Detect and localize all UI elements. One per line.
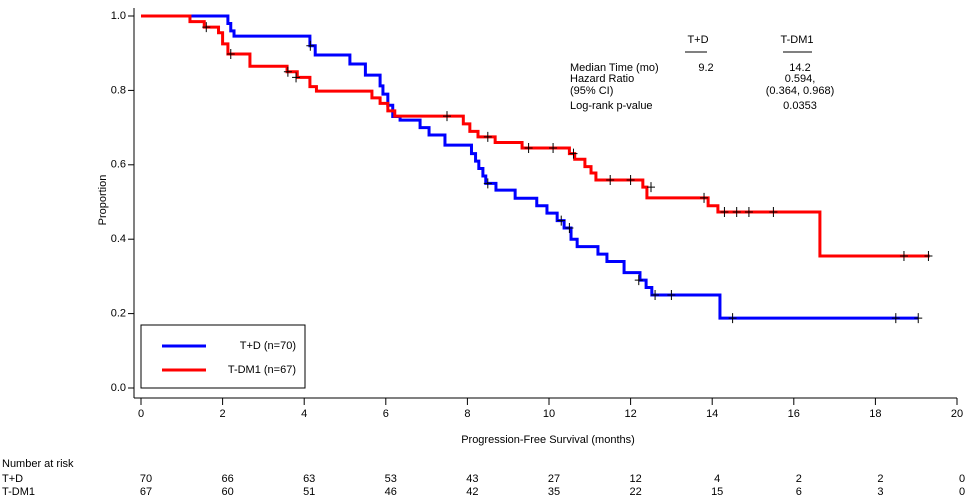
stat-label: Log-rank p-value bbox=[570, 100, 653, 112]
risk-value: 2 bbox=[796, 473, 802, 485]
censor-mark bbox=[651, 290, 660, 300]
stat-header: T+D bbox=[687, 34, 708, 46]
risk-label: T-DM1 bbox=[2, 486, 35, 498]
x-tick-label: 6 bbox=[383, 408, 389, 420]
risk-value: 15 bbox=[711, 486, 723, 498]
y-tick-label: 0.8 bbox=[111, 84, 126, 96]
censor-mark bbox=[549, 143, 558, 154]
censor-mark bbox=[769, 207, 778, 218]
stat-value: 14.2 bbox=[789, 62, 810, 74]
risk-value: 42 bbox=[466, 486, 478, 498]
stat-header: T-DM1 bbox=[781, 34, 814, 46]
censor-mark bbox=[914, 313, 923, 324]
y-tick-label: 0.6 bbox=[111, 159, 126, 171]
stat-label: Hazard Ratio bbox=[570, 73, 634, 85]
y-tick-label: 0.2 bbox=[111, 308, 126, 320]
survival-curve bbox=[141, 14, 919, 320]
risk-value: 46 bbox=[385, 486, 397, 498]
x-tick-label: 2 bbox=[220, 408, 226, 420]
censor-mark bbox=[891, 313, 900, 324]
censor-mark bbox=[647, 182, 655, 193]
risk-value: 2 bbox=[877, 473, 883, 485]
stat-value: 0.0353 bbox=[783, 100, 817, 112]
y-tick-label: 0.0 bbox=[111, 382, 126, 394]
x-tick-label: 8 bbox=[464, 408, 470, 420]
risk-value: 0 bbox=[959, 473, 965, 485]
censor-mark bbox=[483, 131, 492, 142]
stat-label: Median Time (mo) bbox=[570, 62, 659, 74]
censor-mark bbox=[924, 250, 933, 261]
stat-value: (0.364, 0.968) bbox=[766, 85, 835, 97]
risk-value: 67 bbox=[140, 486, 152, 498]
censor-mark bbox=[700, 192, 709, 203]
x-tick-label: 0 bbox=[138, 408, 144, 420]
risk-value: 51 bbox=[303, 486, 315, 498]
x-tick-label: 4 bbox=[301, 408, 307, 420]
censor-mark bbox=[565, 223, 574, 234]
legend-box bbox=[140, 324, 306, 389]
risk-value: 6 bbox=[796, 486, 802, 498]
censor-mark bbox=[483, 178, 492, 189]
censor-mark bbox=[524, 143, 533, 154]
x-tick-label: 14 bbox=[706, 408, 718, 420]
censor-mark bbox=[720, 207, 729, 218]
risk-title: Number at risk bbox=[2, 458, 74, 470]
censor-mark bbox=[569, 148, 578, 159]
censor-mark bbox=[283, 66, 292, 77]
risk-value: 66 bbox=[221, 473, 233, 485]
legend-label: T+D (n=70) bbox=[240, 340, 296, 352]
x-tick-label: 12 bbox=[624, 408, 636, 420]
risk-value: 3 bbox=[877, 486, 883, 498]
censor-mark bbox=[728, 313, 737, 324]
censor-mark bbox=[226, 48, 235, 59]
x-tick-label: 16 bbox=[788, 408, 800, 420]
censor-mark bbox=[667, 290, 676, 300]
risk-value: 22 bbox=[629, 486, 641, 498]
y-tick-label: 0.4 bbox=[111, 233, 126, 245]
risk-value: 60 bbox=[221, 486, 233, 498]
survival-curve bbox=[141, 14, 930, 258]
risk-value: 4 bbox=[714, 473, 720, 485]
censor-mark bbox=[306, 40, 315, 51]
x-tick-label: 20 bbox=[951, 408, 963, 420]
censor-mark bbox=[732, 207, 741, 218]
censor-mark bbox=[292, 72, 301, 83]
risk-value: 43 bbox=[466, 473, 478, 485]
risk-value: 0 bbox=[959, 486, 965, 498]
x-tick-label: 18 bbox=[869, 408, 881, 420]
legend-label: T-DM1 (n=67) bbox=[228, 364, 296, 376]
y-tick-label: 1.0 bbox=[111, 10, 126, 22]
censor-mark bbox=[606, 175, 615, 186]
censor-mark bbox=[202, 22, 211, 33]
y-axis-label: Proportion bbox=[97, 175, 109, 226]
censor-mark bbox=[557, 215, 566, 226]
stat-value: 9.2 bbox=[698, 62, 713, 74]
risk-label: T+D bbox=[2, 473, 23, 485]
risk-value: 53 bbox=[385, 473, 397, 485]
stat-value: 0.594, bbox=[785, 73, 816, 85]
risk-value: 70 bbox=[140, 473, 152, 485]
risk-value: 27 bbox=[548, 473, 560, 485]
risk-value: 12 bbox=[629, 473, 641, 485]
stat-label: (95% CI) bbox=[570, 85, 613, 97]
risk-value: 63 bbox=[303, 473, 315, 485]
x-tick-label: 10 bbox=[543, 408, 555, 420]
x-axis-label: Progression-Free Survival (months) bbox=[461, 434, 635, 446]
censor-mark bbox=[744, 207, 753, 218]
censor-mark bbox=[443, 111, 451, 122]
censor-mark bbox=[626, 175, 635, 186]
censor-mark bbox=[634, 275, 643, 286]
censor-mark bbox=[899, 250, 908, 261]
risk-value: 35 bbox=[548, 486, 560, 498]
